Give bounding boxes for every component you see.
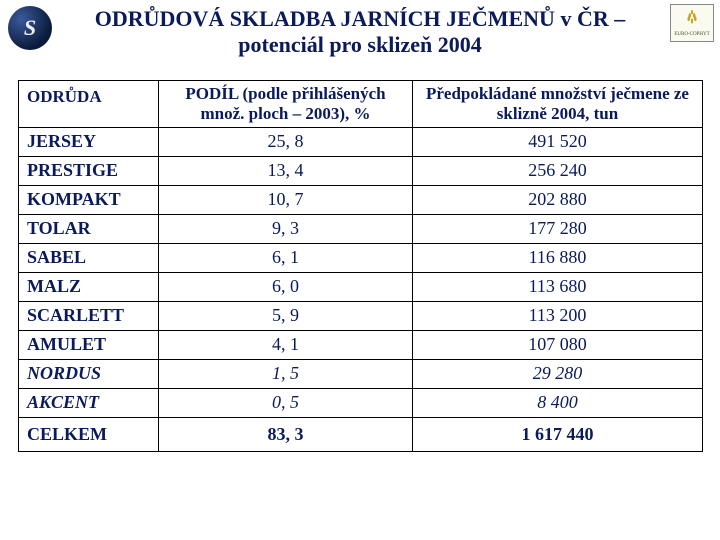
cell-total-share: 83, 3 bbox=[159, 418, 413, 452]
table-total-row: CELKEM83, 31 617 440 bbox=[19, 418, 703, 452]
slide-title: ODRŮDOVÁ SKLADBA JARNÍCH JEČMENŮ v ČR – … bbox=[56, 6, 664, 59]
cell-variety: SCARLETT bbox=[19, 302, 159, 331]
cell-variety: JERSEY bbox=[19, 128, 159, 157]
cell-amount: 113 200 bbox=[413, 302, 703, 331]
header-amount: Předpokládané množství ječmene ze sklizn… bbox=[413, 81, 703, 128]
title-line-2: potenciál pro sklizeň 2004 bbox=[56, 32, 664, 58]
header-variety: ODRŮDA bbox=[19, 81, 159, 128]
table-header-row: ODRŮDA PODÍL (podle přihlášených množ. p… bbox=[19, 81, 703, 128]
table-row: JERSEY25, 8491 520 bbox=[19, 128, 703, 157]
cell-amount: 107 080 bbox=[413, 331, 703, 360]
logo-left-glyph: S bbox=[24, 15, 36, 41]
cell-share: 6, 1 bbox=[159, 244, 413, 273]
cell-share: 10, 7 bbox=[159, 186, 413, 215]
cell-share: 5, 9 bbox=[159, 302, 413, 331]
logo-left-icon: S bbox=[8, 6, 52, 50]
cell-amount: 29 280 bbox=[413, 360, 703, 389]
table-row: TOLAR9, 3177 280 bbox=[19, 215, 703, 244]
cell-share: 0, 5 bbox=[159, 389, 413, 418]
cell-variety: SABEL bbox=[19, 244, 159, 273]
title-line-1: ODRŮDOVÁ SKLADBA JARNÍCH JEČMENŮ v ČR – bbox=[56, 6, 664, 32]
cell-variety: AMULET bbox=[19, 331, 159, 360]
cell-share: 13, 4 bbox=[159, 157, 413, 186]
cell-variety: TOLAR bbox=[19, 215, 159, 244]
cell-amount: 491 520 bbox=[413, 128, 703, 157]
table-row: KOMPAKT10, 7202 880 bbox=[19, 186, 703, 215]
wheat-icon bbox=[681, 10, 703, 32]
cell-variety: KOMPAKT bbox=[19, 186, 159, 215]
table-row: PRESTIGE13, 4256 240 bbox=[19, 157, 703, 186]
cell-share: 9, 3 bbox=[159, 215, 413, 244]
cell-amount: 8 400 bbox=[413, 389, 703, 418]
table-row: AMULET4, 1107 080 bbox=[19, 331, 703, 360]
cell-amount: 113 680 bbox=[413, 273, 703, 302]
cell-variety: NORDUS bbox=[19, 360, 159, 389]
cell-share: 25, 8 bbox=[159, 128, 413, 157]
table-row: MALZ6, 0113 680 bbox=[19, 273, 703, 302]
cell-share: 4, 1 bbox=[159, 331, 413, 360]
cell-share: 1, 5 bbox=[159, 360, 413, 389]
logo-right-icon: EURO-COPHYT bbox=[670, 4, 714, 42]
cell-amount: 202 880 bbox=[413, 186, 703, 215]
header-share: PODÍL (podle přihlášených množ. ploch – … bbox=[159, 81, 413, 128]
logo-right-caption: EURO-COPHYT bbox=[674, 32, 709, 37]
table-row: AKCENT0, 58 400 bbox=[19, 389, 703, 418]
table-row: SCARLETT5, 9113 200 bbox=[19, 302, 703, 331]
cell-share: 6, 0 bbox=[159, 273, 413, 302]
cell-total-amount: 1 617 440 bbox=[413, 418, 703, 452]
cell-variety: MALZ bbox=[19, 273, 159, 302]
slide: S EURO-COPHYT ODRŮDOVÁ SKLADBA JARNÍCH J… bbox=[0, 0, 720, 540]
cell-amount: 177 280 bbox=[413, 215, 703, 244]
cell-variety: PRESTIGE bbox=[19, 157, 159, 186]
table-row: SABEL6, 1116 880 bbox=[19, 244, 703, 273]
varieties-table: ODRŮDA PODÍL (podle přihlášených množ. p… bbox=[18, 80, 703, 452]
cell-total-label: CELKEM bbox=[19, 418, 159, 452]
cell-amount: 256 240 bbox=[413, 157, 703, 186]
cell-variety: AKCENT bbox=[19, 389, 159, 418]
cell-amount: 116 880 bbox=[413, 244, 703, 273]
table-row: NORDUS1, 529 280 bbox=[19, 360, 703, 389]
